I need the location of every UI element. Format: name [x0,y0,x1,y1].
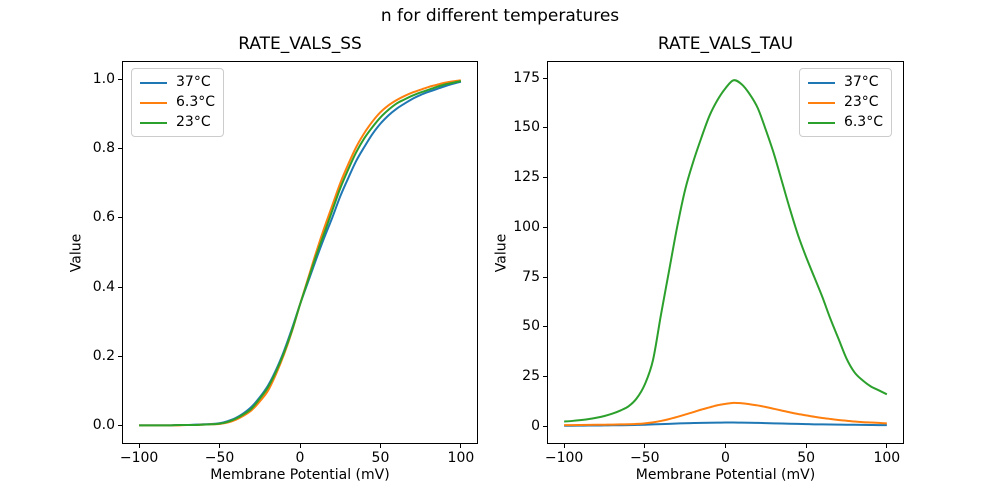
figure-title: n for different temperatures [380,6,620,26]
x-tick-mark [379,444,381,448]
y-tick-mark [543,276,547,278]
curve-6-3-c [564,79,888,423]
x-tick-label: −100 [119,450,159,466]
legend-line-sample [807,81,835,84]
y-tick-label: 125 [513,169,540,186]
legend: 37°C 6.3°C 23°C [131,68,225,137]
plot-area: 37°C 6.3°C 23°C [122,61,478,444]
legend-entry: 37°C [807,74,883,91]
y-tick-label: 0.8 [92,140,115,157]
y-tick-label: 100 [513,218,540,235]
x-tick-mark [299,444,301,448]
x-tick-mark [805,444,807,448]
legend-line-sample [140,81,167,84]
x-tick-label: 100 [873,450,901,466]
legend-line-sample [807,101,835,104]
curve-23-c [139,80,462,427]
x-tick-label: −50 [630,450,660,466]
legend-label: 23°C [176,114,211,130]
legend-line-sample [807,121,835,124]
y-tick-mark [543,226,547,228]
legend-line-sample [140,121,167,124]
x-axis-label: Membrane Potential (mV) [210,467,390,483]
y-tick-mark [543,375,547,377]
y-tick-mark [118,425,122,427]
x-tick-label: −100 [544,450,584,466]
y-tick-label: 75 [522,268,540,285]
x-tick-label: 50 [371,450,390,466]
plot-title: RATE_VALS_SS [238,34,362,54]
plot-title: RATE_VALS_TAU [657,34,794,54]
y-tick-label: 0.4 [92,278,115,295]
y-tick-label: 0.2 [92,347,115,364]
x-tick-label: 0 [721,450,730,466]
x-tick-label: 100 [447,450,475,466]
legend-line-sample [140,101,167,104]
legend-entry: 37°C [140,74,215,91]
legend-label: 23°C [843,94,879,110]
y-tick-mark [118,286,122,288]
legend-label: 6.3°C [843,114,883,130]
y-axis-label: Value [493,233,510,272]
y-tick-mark [543,77,547,79]
y-tick-mark [543,127,547,129]
x-tick-label: 50 [797,450,816,466]
x-tick-mark [725,444,726,448]
x-tick-label: 0 [295,450,305,466]
plot-area: 37°C 23°C 6.3°C [547,61,904,444]
y-tick-label: 50 [522,318,540,335]
y-tick-label: 25 [522,367,540,384]
legend-label: 6.3°C [176,94,216,110]
y-tick-label: 150 [513,119,540,136]
y-tick-mark [543,177,547,179]
x-tick-mark [138,444,140,448]
x-axis-label: Membrane Potential (mV) [635,467,816,483]
legend-entry: 23°C [140,114,215,131]
curves-canvas [139,79,462,427]
x-tick-mark [886,444,888,448]
y-tick-label: 0 [531,417,540,434]
x-tick-label: −50 [204,450,235,466]
x-tick-mark [563,444,565,448]
y-tick-mark [543,326,547,328]
curve-23-c [564,401,887,427]
x-tick-mark [644,444,646,448]
y-tick-label: 0.0 [92,417,115,434]
y-tick-label: 0.6 [92,209,115,226]
legend-entry: 6.3°C [807,114,883,131]
y-tick-mark [118,148,122,150]
curves-canvas [564,79,888,427]
y-tick-mark [543,425,547,427]
y-tick-label: 1.0 [92,70,115,87]
x-tick-mark [219,444,221,448]
legend-label: 37°C [176,74,211,90]
y-tick-mark [118,217,122,219]
legend-entry: 23°C [807,94,883,111]
legend-label: 37°C [843,74,879,90]
legend: 37°C 23°C 6.3°C [798,68,892,137]
legend-entry: 6.3°C [140,94,215,111]
x-tick-mark [460,444,462,448]
y-tick-mark [118,78,122,80]
y-tick-label: 175 [513,69,540,86]
y-tick-mark [118,355,122,357]
